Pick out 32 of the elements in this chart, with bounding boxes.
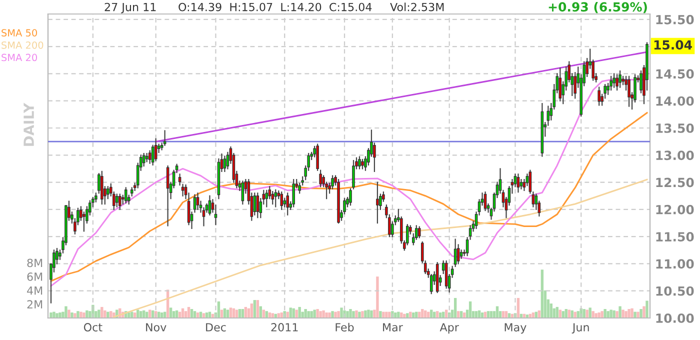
x-tick-label: May (504, 323, 526, 334)
x-tick-label: 2011 (271, 323, 298, 332)
y-tick-label: 11.00 (656, 259, 694, 269)
text: SMA 20 (2, 54, 37, 62)
y-tick-label: 14.50 (656, 69, 694, 79)
x-tick-label: Mar (383, 323, 403, 332)
y-tick-label: 10.50 (656, 286, 694, 296)
x-tick-label: Dec (206, 323, 226, 332)
y2-tick-label: 2M (27, 300, 42, 308)
y-tick-label: 15.50 (656, 14, 694, 24)
y-tick-label: 10.00 (656, 313, 694, 323)
y-tick-label: 13.00 (656, 150, 694, 160)
x-tick-label: Jun (572, 323, 589, 334)
y2-tick-label: 8M (27, 258, 42, 268)
text: SMA 200 (2, 41, 44, 49)
y-tick-label: 11.50 (656, 232, 694, 242)
text: 15.04 (654, 40, 692, 50)
x-tick-label: Oct (84, 323, 102, 332)
x-tick-label: Feb (336, 322, 354, 332)
text: Vol:2.53M (390, 2, 444, 12)
text: +0.93 (6.59%) (548, 2, 647, 14)
text: 27 Jun 11 (104, 2, 156, 14)
y2-tick-label: 4M (27, 286, 42, 295)
x-tick-label: Apr (440, 323, 459, 334)
text: SMA 50 (2, 29, 37, 36)
y-tick-label: 13.50 (656, 123, 694, 133)
y2-tick-label: 6M (27, 272, 42, 281)
y-tick-label: 12.50 (656, 178, 694, 188)
y-tick-label: 12.00 (656, 204, 694, 214)
x-tick-label: Nov (146, 323, 166, 332)
y-tick-label: 14.00 (656, 96, 694, 106)
text: O:14.39 H:15.07 L:14.20 C:15.04 (178, 2, 372, 12)
